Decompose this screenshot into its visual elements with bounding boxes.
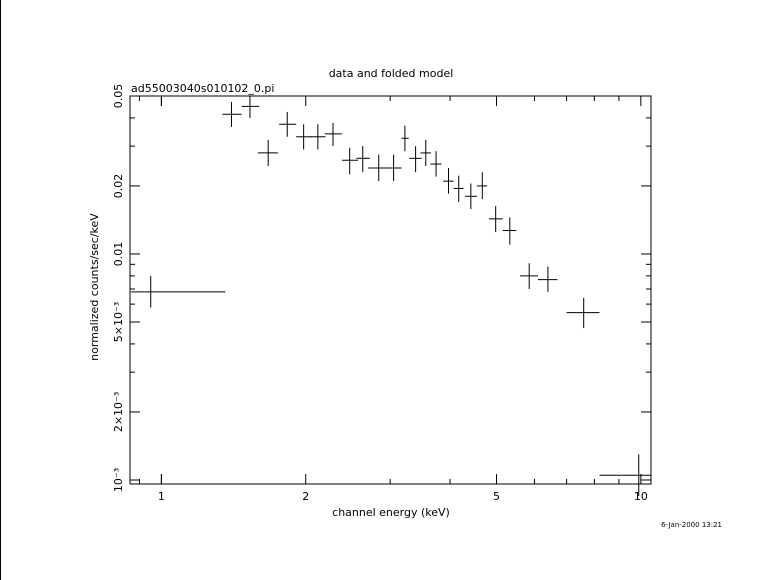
data-point	[566, 297, 600, 329]
axes-group: 1 2 5 10 10⁻³ 2×10⁻³ 5×10⁻³ 0.01 0.02 0.05	[112, 84, 651, 503]
data-point	[537, 266, 558, 292]
data-point	[520, 263, 538, 289]
y-tick-label: 0.05	[112, 84, 125, 109]
x-tick-label: 10	[634, 490, 648, 503]
data-point	[310, 124, 326, 150]
y-tick-label: 5×10⁻³	[112, 302, 125, 342]
data-point	[131, 275, 226, 308]
data-point	[502, 217, 517, 245]
data-point	[465, 183, 477, 210]
data-marks-group	[131, 96, 651, 496]
data-point	[599, 454, 651, 496]
x-axis-label: channel energy (keV)	[332, 506, 450, 519]
data-point	[241, 96, 260, 118]
data-point	[296, 124, 312, 150]
data-point	[341, 147, 358, 175]
y-tick-label: 0.01	[112, 242, 125, 267]
x-tick-label: 2	[302, 490, 309, 503]
plot-frame	[129, 95, 652, 485]
data-point	[453, 175, 464, 202]
data-point	[257, 139, 278, 167]
data-point	[409, 146, 422, 173]
x-tick-label: 5	[493, 490, 500, 503]
chart-subtitle: ad55003040s010102_0.pi	[131, 82, 274, 95]
data-point	[430, 151, 442, 177]
data-point	[356, 146, 370, 173]
data-point	[488, 206, 503, 233]
data-point	[420, 139, 431, 167]
y-tick-label: 0.02	[112, 174, 125, 199]
data-point	[401, 125, 409, 152]
y-tick-label: 2×10⁻³	[112, 392, 125, 432]
data-point	[222, 102, 242, 127]
data-point	[476, 172, 488, 200]
timestamp: 6-Jan-2000 13:21	[661, 521, 722, 529]
y-axis-label: normalized counts/sec/keV	[88, 213, 101, 361]
data-point	[385, 154, 402, 182]
data-point	[324, 122, 342, 147]
y-tick-label: 10⁻³	[112, 468, 125, 492]
chart-title: data and folded model	[329, 67, 454, 80]
x-tick-label: 1	[158, 490, 165, 503]
data-point	[279, 111, 297, 137]
data-point	[443, 168, 454, 194]
